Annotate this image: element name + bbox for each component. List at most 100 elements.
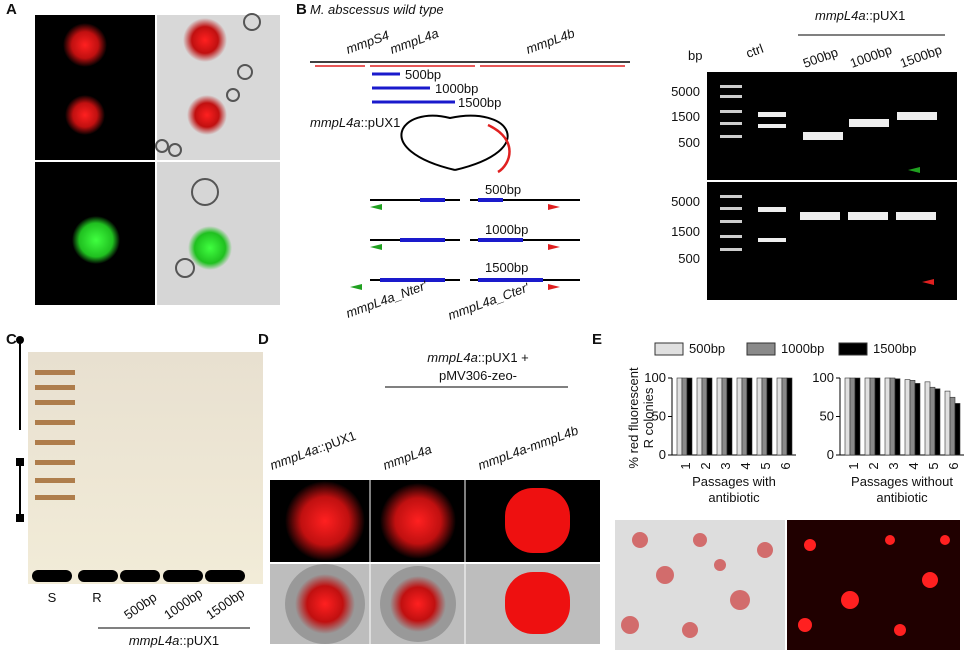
bar bbox=[676, 377, 683, 456]
bar bbox=[849, 377, 856, 456]
marker-label: 500 bbox=[678, 135, 700, 150]
bar bbox=[934, 388, 941, 456]
fragment-label: 1000bp bbox=[435, 81, 478, 96]
x-tick-label: 5 bbox=[926, 462, 941, 469]
x-tick-label: 3 bbox=[886, 462, 901, 469]
panel-e-images bbox=[615, 520, 960, 650]
marker-label: 5000 bbox=[671, 84, 700, 99]
group-label: pMV306-zeo- bbox=[439, 368, 517, 383]
bar bbox=[929, 386, 936, 456]
legend-label: 1000bp bbox=[781, 341, 824, 356]
bar bbox=[786, 377, 793, 456]
bar bbox=[726, 377, 733, 456]
y-tick-label: 100 bbox=[812, 370, 834, 385]
unit-label: bp bbox=[688, 48, 702, 63]
marker-label: 500 bbox=[678, 251, 700, 266]
x-tick-label: 6 bbox=[946, 462, 961, 469]
lane-label: 1000bp bbox=[161, 585, 205, 622]
bar bbox=[696, 377, 703, 456]
bar bbox=[776, 377, 783, 456]
fragment-label: 500bp bbox=[405, 67, 441, 82]
group-label: mmpL4a::pUX1 + bbox=[427, 350, 529, 365]
bar bbox=[909, 380, 916, 456]
lane-label: S bbox=[48, 590, 57, 605]
lane-label: 1000bp bbox=[848, 42, 894, 71]
column-label: mmpL4a-mmpL4b bbox=[476, 423, 580, 473]
end-label: mmpL4a_Nter' bbox=[344, 278, 429, 321]
panel-label: B bbox=[296, 1, 307, 18]
x-axis-label: antibiotic bbox=[708, 490, 760, 505]
bar bbox=[884, 377, 891, 456]
bar bbox=[741, 377, 748, 456]
lane-label: 500bp bbox=[121, 589, 159, 622]
panel-label: A bbox=[6, 1, 17, 18]
x-axis-label: Passages with bbox=[692, 474, 776, 489]
legend-label: 1500bp bbox=[873, 341, 916, 356]
bar bbox=[914, 383, 921, 456]
legend-label: 500bp bbox=[689, 341, 725, 356]
gene-label: mmpL4a bbox=[388, 25, 441, 56]
gene-label: mmpS4 bbox=[344, 27, 391, 56]
strain-label: M. abscessus wild type bbox=[310, 2, 444, 17]
bar bbox=[944, 390, 951, 456]
legend-swatch bbox=[654, 342, 684, 356]
bar bbox=[721, 377, 728, 456]
bar bbox=[854, 377, 861, 456]
bar bbox=[686, 377, 693, 456]
construct-label: mmpL4a::pUX1 bbox=[310, 115, 400, 130]
legend-swatch bbox=[746, 342, 776, 356]
x-tick-label: 2 bbox=[698, 462, 713, 469]
bar bbox=[864, 377, 871, 456]
recomb-label: 1500bp bbox=[485, 260, 528, 275]
x-axis-label: antibiotic bbox=[876, 490, 928, 505]
bar bbox=[766, 377, 773, 456]
fragment-label: 1500bp bbox=[458, 95, 501, 110]
bar bbox=[781, 377, 788, 456]
bar bbox=[889, 377, 896, 456]
y-tick-label: 0 bbox=[827, 447, 834, 462]
tlc-plate bbox=[16, 336, 263, 584]
bar bbox=[701, 377, 708, 456]
x-tick-label: 6 bbox=[778, 462, 793, 469]
bar bbox=[904, 379, 911, 456]
bar bbox=[894, 378, 901, 456]
column-label: mmpL4a::pUX1 bbox=[268, 428, 358, 473]
x-tick-label: 4 bbox=[738, 462, 753, 469]
x-tick-label: 2 bbox=[866, 462, 881, 469]
bar bbox=[706, 377, 713, 456]
gene-label: mmpL4b bbox=[524, 25, 577, 56]
panel-label: E bbox=[592, 331, 602, 348]
bar bbox=[874, 377, 881, 456]
lane-label: 500bp bbox=[801, 44, 840, 70]
bar bbox=[869, 377, 876, 456]
bar bbox=[844, 377, 851, 456]
panel-label: C bbox=[6, 331, 17, 348]
panel-a-images bbox=[35, 13, 280, 305]
x-tick-label: 3 bbox=[718, 462, 733, 469]
x-tick-label: 5 bbox=[758, 462, 773, 469]
end-label: mmpL4a_Cter' bbox=[446, 280, 531, 323]
y-tick-label: 50 bbox=[652, 409, 666, 424]
column-label: mmpL4a bbox=[381, 441, 434, 472]
bar bbox=[761, 377, 768, 456]
bar bbox=[756, 377, 763, 456]
marker-label: 5000 bbox=[671, 194, 700, 209]
panel-label: D bbox=[258, 331, 269, 348]
gel-image bbox=[707, 72, 957, 300]
marker-label: 1500 bbox=[671, 109, 700, 124]
legend-swatch bbox=[838, 342, 868, 356]
bar bbox=[681, 377, 688, 456]
bar bbox=[954, 403, 961, 456]
x-tick-label: 1 bbox=[846, 462, 861, 469]
recomb-label: 1000bp bbox=[485, 222, 528, 237]
bar bbox=[949, 396, 956, 456]
lane-label: R bbox=[92, 590, 101, 605]
y-axis-label: R colonies bbox=[641, 387, 656, 448]
panel-e-chart: 500bp 1000bp 1500bp % red fluorescent R colo… bbox=[626, 341, 964, 505]
x-axis-label: Passages without bbox=[851, 474, 953, 489]
lane-label: ctrl bbox=[744, 41, 766, 61]
lane-label: 1500bp bbox=[203, 585, 247, 622]
bar bbox=[716, 377, 723, 456]
group-label: mmpL4a::pUX1 bbox=[129, 633, 219, 648]
